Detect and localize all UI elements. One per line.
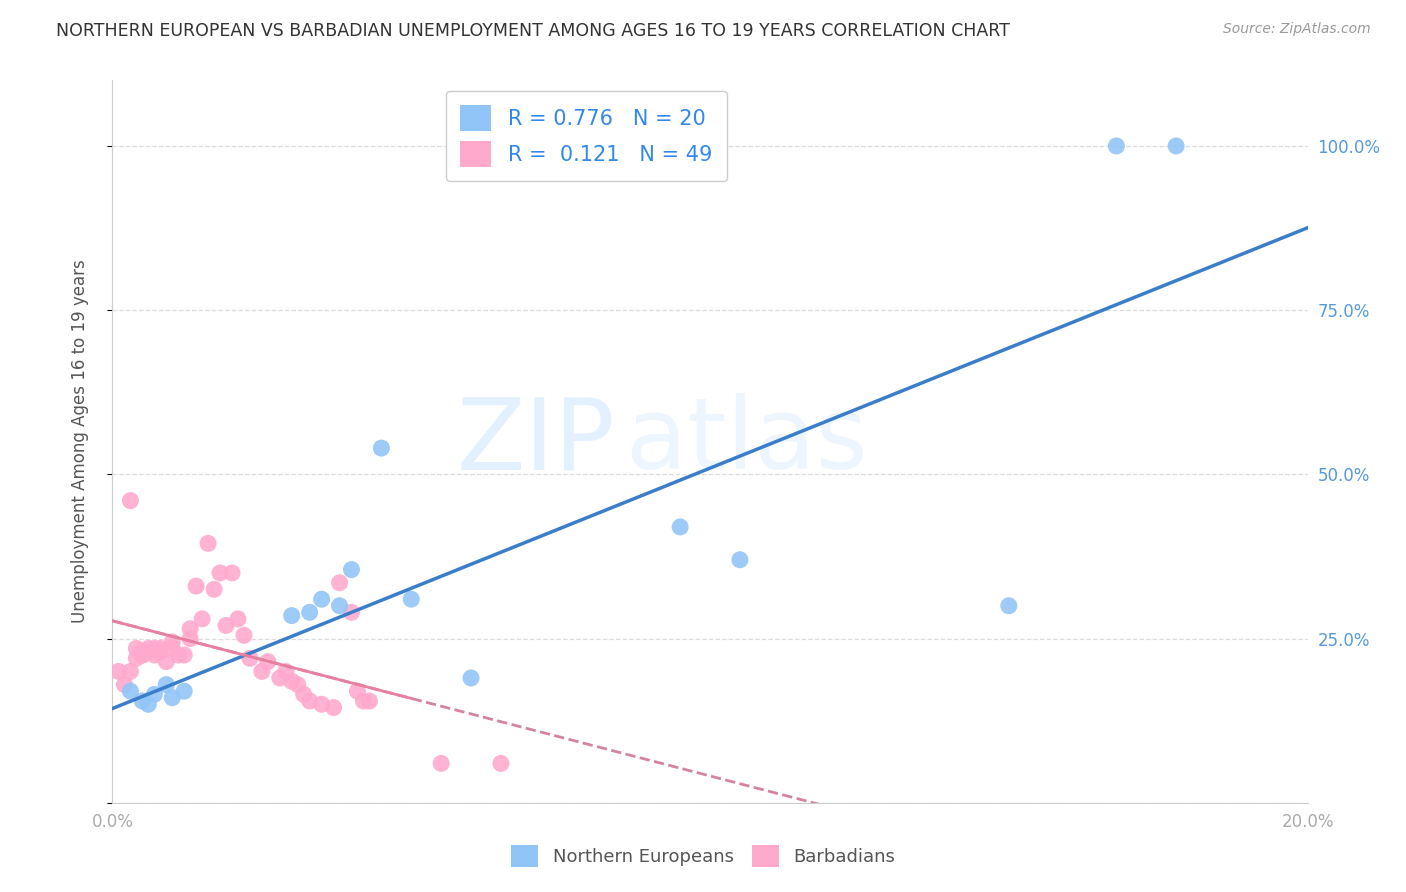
Point	[269, 671, 291, 685]
Point	[340, 563, 363, 577]
Point	[125, 651, 148, 665]
Point	[138, 645, 160, 659]
Point	[131, 648, 153, 662]
Point	[179, 622, 201, 636]
Point	[173, 684, 195, 698]
Point	[281, 674, 304, 689]
Y-axis label: Unemployment Among Ages 16 to 19 years: Unemployment Among Ages 16 to 19 years	[70, 260, 89, 624]
Point	[298, 694, 321, 708]
Point	[221, 566, 243, 580]
Point	[162, 635, 183, 649]
Point	[197, 536, 219, 550]
Point	[353, 694, 375, 708]
Point	[138, 641, 160, 656]
Point	[114, 677, 135, 691]
Point	[138, 698, 160, 712]
Point	[120, 684, 142, 698]
Point	[131, 694, 153, 708]
Point	[233, 628, 256, 642]
Legend: Northern Europeans, Barbadians: Northern Europeans, Barbadians	[503, 838, 903, 874]
Point	[257, 655, 280, 669]
Point	[311, 698, 333, 712]
Point	[131, 645, 153, 659]
Point	[329, 599, 352, 613]
Point	[250, 665, 273, 679]
Point	[292, 687, 315, 701]
Point	[329, 575, 352, 590]
Point	[155, 677, 177, 691]
Text: atlas: atlas	[627, 393, 868, 490]
Point	[120, 493, 142, 508]
Point	[298, 605, 321, 619]
Point	[125, 641, 148, 656]
Point	[239, 651, 262, 665]
Point	[149, 641, 172, 656]
Text: ZIP: ZIP	[456, 393, 614, 490]
Point	[149, 645, 172, 659]
Point	[143, 641, 166, 656]
Point	[322, 700, 344, 714]
Point	[728, 553, 751, 567]
Point	[186, 579, 208, 593]
Point	[311, 592, 333, 607]
Point	[107, 665, 129, 679]
Point	[287, 677, 309, 691]
Point	[370, 441, 392, 455]
Point	[162, 690, 183, 705]
Point	[143, 648, 166, 662]
Point	[669, 520, 692, 534]
Point	[191, 612, 214, 626]
Point	[430, 756, 453, 771]
Legend: R = 0.776   N = 20, R =  0.121   N = 49: R = 0.776 N = 20, R = 0.121 N = 49	[446, 91, 727, 181]
Point	[1166, 139, 1188, 153]
Point	[489, 756, 512, 771]
Point	[215, 618, 238, 632]
Point	[359, 694, 381, 708]
Point	[131, 648, 153, 662]
Point	[209, 566, 232, 580]
Text: NORTHERN EUROPEAN VS BARBADIAN UNEMPLOYMENT AMONG AGES 16 TO 19 YEARS CORRELATIO: NORTHERN EUROPEAN VS BARBADIAN UNEMPLOYM…	[56, 22, 1010, 40]
Point	[226, 612, 249, 626]
Point	[120, 665, 142, 679]
Point	[167, 648, 190, 662]
Point	[1105, 139, 1128, 153]
Point	[173, 648, 195, 662]
Point	[162, 641, 183, 656]
Point	[401, 592, 423, 607]
Point	[346, 684, 368, 698]
Point	[998, 599, 1021, 613]
Point	[143, 687, 166, 701]
Point	[202, 582, 225, 597]
Text: Source: ZipAtlas.com: Source: ZipAtlas.com	[1223, 22, 1371, 37]
Point	[179, 632, 201, 646]
Point	[274, 665, 297, 679]
Point	[155, 655, 177, 669]
Point	[281, 608, 304, 623]
Point	[460, 671, 482, 685]
Point	[340, 605, 363, 619]
